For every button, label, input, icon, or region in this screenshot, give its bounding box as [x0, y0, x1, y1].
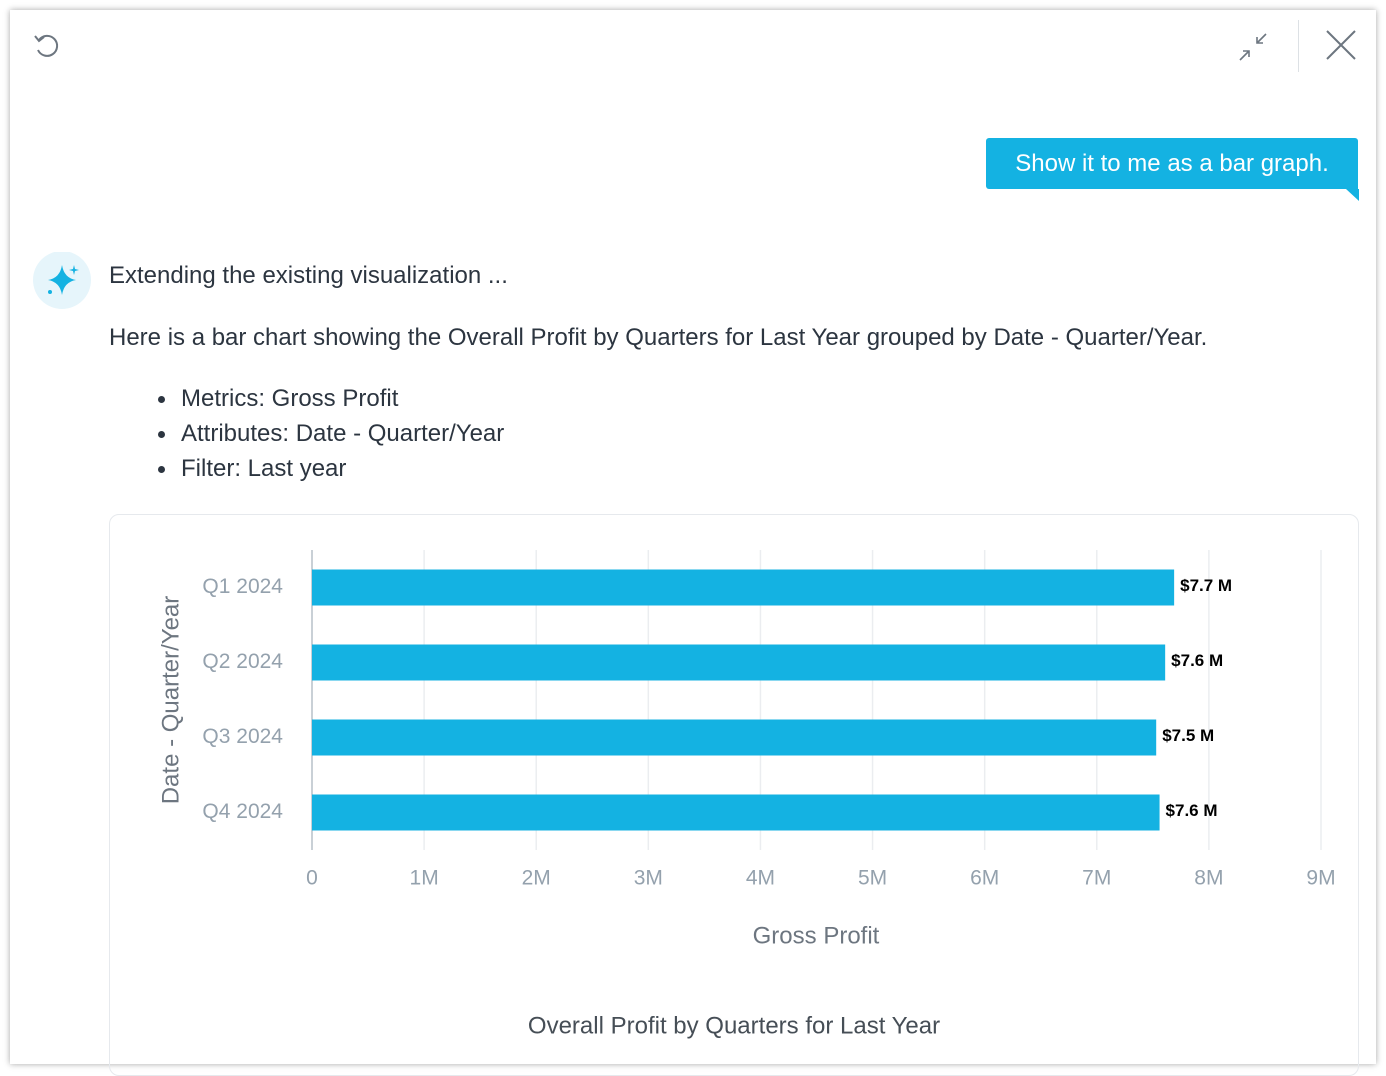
x-axis-title: Gross Profit	[753, 922, 880, 949]
x-tick-label: 7M	[1082, 867, 1111, 890]
bullet-dot	[158, 396, 165, 403]
y-tick-label: Q4 2024	[202, 800, 283, 823]
assistant-intro: Extending the existing visualization ...	[109, 262, 508, 289]
bar	[312, 794, 1160, 831]
value-label: $7.7 M	[1180, 576, 1232, 595]
x-tick-label: 3M	[634, 867, 663, 890]
y-axis-title: Date - Quarter/Year	[157, 596, 184, 805]
bullet-item: Attributes: Date - Quarter/Year	[181, 420, 505, 447]
user-message: Show it to me as a bar graph.	[986, 138, 1358, 189]
x-tick-label: 2M	[522, 867, 551, 890]
x-tick-label: 1M	[410, 867, 439, 890]
divider	[1298, 20, 1299, 72]
value-label: $7.6 M	[1166, 801, 1218, 820]
bar	[312, 569, 1175, 606]
assistant-avatar	[33, 252, 91, 309]
x-tick-label: 8M	[1194, 867, 1223, 890]
y-tick-label: Q2 2024	[202, 650, 283, 673]
bubble-tail	[1346, 189, 1359, 201]
assistant-description: Here is a bar chart showing the Overall …	[109, 324, 1208, 351]
close-button[interactable]	[1324, 28, 1358, 62]
chart-title: Overall Profit by Quarters for Last Year	[528, 1012, 940, 1039]
x-tick-label: 5M	[858, 867, 887, 890]
reset-button[interactable]	[30, 28, 66, 64]
y-tick-label: Q3 2024	[202, 725, 283, 748]
value-label: $7.5 M	[1162, 726, 1214, 745]
x-tick-label: 6M	[970, 867, 999, 890]
value-label: $7.6 M	[1171, 651, 1223, 670]
minimize-button[interactable]	[1232, 26, 1272, 66]
x-tick-label: 9M	[1306, 867, 1335, 890]
y-tick-label: Q1 2024	[202, 575, 283, 598]
bullet-item: Filter: Last year	[181, 455, 347, 482]
bar	[312, 644, 1166, 681]
bullet-dot	[158, 431, 165, 438]
bullet-item: Metrics: Gross Profit	[181, 385, 399, 412]
bullet-dot	[158, 466, 165, 473]
bar	[312, 719, 1157, 756]
chat-dialog: Show it to me as a bar graph. Extending …	[10, 10, 1376, 1076]
x-tick-label: 4M	[746, 867, 775, 890]
x-tick-label: 0	[306, 867, 318, 890]
